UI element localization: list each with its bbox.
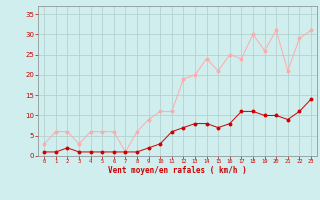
- X-axis label: Vent moyen/en rafales ( km/h ): Vent moyen/en rafales ( km/h ): [108, 166, 247, 175]
